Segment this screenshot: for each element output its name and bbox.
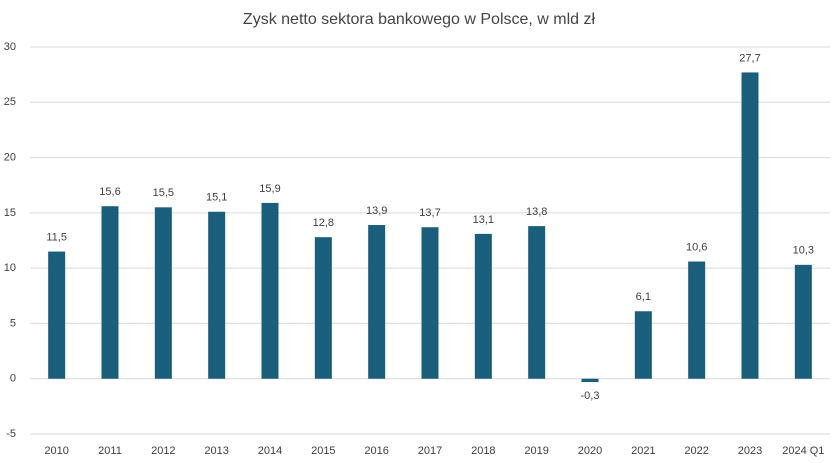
bar bbox=[794, 264, 812, 379]
bar bbox=[368, 225, 386, 379]
x-tick-label: 2018 bbox=[471, 445, 495, 457]
x-tick-label: 2017 bbox=[418, 445, 442, 457]
value-label: 6,1 bbox=[636, 291, 651, 303]
bar bbox=[261, 202, 279, 379]
bar bbox=[154, 207, 172, 379]
y-tick-label: 15 bbox=[4, 207, 16, 219]
x-tick-label: 2021 bbox=[631, 445, 655, 457]
y-tick-label: 30 bbox=[4, 41, 16, 53]
x-tick-label: 2020 bbox=[578, 445, 602, 457]
bar bbox=[208, 211, 226, 379]
x-tick-label: 2012 bbox=[151, 445, 175, 457]
bar bbox=[101, 206, 119, 379]
y-tick-label: 0 bbox=[10, 373, 16, 385]
y-tick-label: 25 bbox=[4, 96, 16, 108]
y-tick-label: -5 bbox=[6, 428, 16, 440]
y-tick-label: 20 bbox=[4, 151, 16, 163]
value-label: 15,6 bbox=[99, 186, 120, 198]
x-tick-label: 2014 bbox=[258, 445, 282, 457]
value-label: 13,7 bbox=[419, 207, 440, 219]
value-label: 11,5 bbox=[46, 231, 67, 243]
value-label: 27,7 bbox=[739, 52, 760, 64]
bar bbox=[688, 261, 706, 379]
x-tick-label: 2022 bbox=[684, 445, 708, 457]
value-label: 13,9 bbox=[366, 205, 387, 217]
x-tick-label: 2023 bbox=[738, 445, 762, 457]
bar bbox=[634, 311, 652, 379]
value-label: 12,8 bbox=[313, 217, 334, 229]
value-label: 13,1 bbox=[473, 214, 494, 226]
x-tick-label: 2015 bbox=[311, 445, 335, 457]
value-label: 15,1 bbox=[206, 192, 227, 204]
bar bbox=[474, 233, 492, 379]
value-label: 10,6 bbox=[686, 241, 707, 253]
x-tick-label: 2010 bbox=[44, 445, 68, 457]
chart-title: Zysk netto sektora bankowego w Polsce, w… bbox=[243, 11, 596, 28]
value-label: 10,3 bbox=[793, 245, 814, 257]
x-tick-label: 2024 Q1 bbox=[782, 445, 824, 457]
value-label: 15,5 bbox=[153, 187, 174, 199]
x-tick-label: 2019 bbox=[524, 445, 548, 457]
value-label: 13,8 bbox=[526, 206, 547, 218]
bar bbox=[314, 237, 332, 379]
x-tick-label: 2016 bbox=[364, 445, 388, 457]
x-tick-label: 2011 bbox=[98, 445, 122, 457]
bar bbox=[741, 72, 759, 379]
y-tick-label: 5 bbox=[10, 317, 16, 329]
bar bbox=[421, 227, 439, 379]
bar bbox=[581, 378, 599, 383]
value-label: -0,3 bbox=[581, 390, 600, 402]
x-tick-label: 2013 bbox=[204, 445, 228, 457]
value-label: 15,9 bbox=[259, 183, 280, 195]
bar bbox=[48, 251, 66, 379]
y-tick-label: 10 bbox=[4, 262, 16, 274]
bar bbox=[528, 226, 546, 379]
